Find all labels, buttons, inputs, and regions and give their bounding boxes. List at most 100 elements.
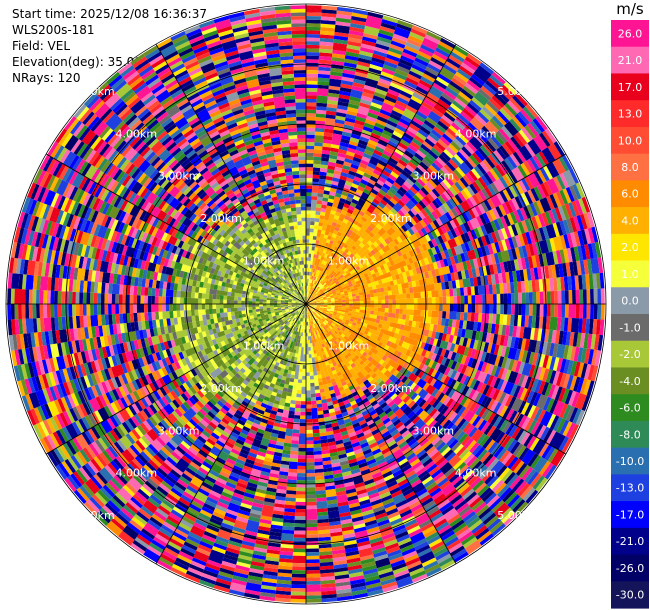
- ppi-ray-cells: [310, 321, 382, 541]
- ppi-ray-cells: [31, 370, 63, 392]
- azimuth-spoke: [305, 303, 567, 455]
- ppi-ray-cells: [66, 240, 265, 296]
- ppi-ray-cells: [498, 266, 546, 284]
- ring-label: 3.00km: [413, 424, 455, 437]
- ppi-ray-cells: [294, 523, 306, 528]
- ppi-ray-cells: [328, 386, 388, 558]
- ppi-ray-cells: [447, 368, 454, 378]
- ppi-ray-cells: [116, 379, 163, 411]
- ppi-ray-cells: [428, 51, 465, 99]
- ppi-ray-cells: [558, 330, 579, 347]
- ppi-ray-cells: [395, 100, 408, 109]
- ppi-ray-cells: [274, 5, 300, 176]
- ppi-ray-cells: [306, 26, 321, 197]
- ring-labels: 1.00km 2.00km 3.00km 4.00km 5.00km 1.00km 2.00…: [73, 85, 539, 522]
- ppi-ray-cells: [234, 568, 250, 576]
- ring-label: 2.00km: [370, 382, 412, 395]
- ppi-ray-cells: [208, 434, 238, 478]
- ppi-ray-cells: [466, 516, 481, 529]
- ppi-ray-cells: [137, 277, 143, 287]
- ppi-ray-cells: [510, 292, 530, 304]
- ppi-ray-cells: [561, 438, 573, 454]
- ppi-ray-cells: [309, 289, 591, 304]
- ppi-ray-cells: [153, 60, 168, 72]
- ppi-ray-cells: [399, 67, 456, 147]
- ppi-ray-cells: [63, 351, 84, 369]
- ppi-ray-cells: [153, 86, 240, 205]
- colorbar-tick-label: 26.0: [618, 27, 643, 40]
- ppi-ray-cells: [390, 95, 438, 163]
- ppi-ray-cells: [440, 89, 510, 162]
- ppi-ray-cells: [480, 322, 593, 350]
- ppi-ray-cells: [493, 445, 519, 470]
- ppi-ray-cells: [339, 55, 359, 97]
- ppi-ray-cells: [7, 272, 160, 297]
- ppi-ray-cells: [45, 220, 289, 300]
- ppi-ray-cells: [326, 265, 361, 291]
- ppi-ray-cells: [264, 230, 300, 292]
- ppi-ray-cells: [306, 566, 320, 571]
- ppi-ray-cells: [25, 244, 81, 268]
- ppi-ray-cells: [148, 423, 193, 470]
- azimuth-spoke: [305, 43, 457, 305]
- ppi-ray-cells: [315, 308, 474, 388]
- ppi-ray-cells: [189, 525, 205, 538]
- ppi-ray-cells: [251, 340, 279, 374]
- ppi-ray-cells: [461, 212, 470, 223]
- ppi-ray-cells: [210, 267, 216, 274]
- ppi-ray-cells: [451, 263, 564, 289]
- ppi-ray-cells: [183, 57, 198, 67]
- ppi-ray-cells: [67, 313, 292, 472]
- ppi-ray-cells: [572, 183, 582, 200]
- ppi-ray-cells: [308, 197, 398, 302]
- ppi-ray-cells: [453, 263, 499, 281]
- ppi-ray-cells: [556, 174, 566, 190]
- ppi-ray-cells: [348, 37, 439, 211]
- ppi-ray-cells: [37, 328, 72, 347]
- ppi-ray-cells: [458, 111, 530, 175]
- ppi-ray-cells: [320, 298, 335, 302]
- ppi-ray-cells: [467, 207, 528, 241]
- ppi-ray-cells: [426, 142, 494, 203]
- ppi-ray-cells: [329, 451, 343, 479]
- ppi-ray-cells: [307, 151, 355, 298]
- ppi-ray-cells: [438, 92, 508, 164]
- ppi-ray-cells: [312, 305, 331, 312]
- ppi-ray-cells: [482, 332, 523, 350]
- ppi-ray-cells: [364, 391, 455, 516]
- ppi-ray-cells: [197, 55, 305, 301]
- ppi-ray-cells: [204, 33, 274, 207]
- ppi-ray-cells: [466, 347, 480, 360]
- ppi-ray-cells: [496, 417, 547, 455]
- ppi-ray-cells: [372, 505, 392, 530]
- ppi-ray-cells: [73, 458, 102, 486]
- ppi-ray-cells: [171, 34, 304, 298]
- ppi-ray-cells: [81, 162, 146, 209]
- ring-label: 2.00km: [370, 212, 412, 225]
- ppi-ray-cells: [273, 467, 289, 512]
- ppi-ray-cells: [70, 201, 80, 215]
- ppi-ray-cells: [90, 374, 126, 398]
- ppi-ray-cells: [267, 483, 278, 489]
- ppi-ray-cells: [271, 304, 306, 374]
- ppi-ray-cells: [453, 45, 469, 57]
- ppi-ray-cells: [321, 402, 365, 582]
- ppi-ray-cells: [38, 374, 46, 390]
- ppi-ray-cells: [229, 129, 241, 137]
- ppi-ray-cells: [271, 517, 284, 523]
- ppi-ray-cells: [190, 98, 251, 198]
- ppi-ray-cells: [426, 54, 463, 102]
- ppi-ray-cells: [403, 222, 411, 230]
- ppi-ray-cells: [456, 253, 463, 263]
- ppi-ray-cells: [313, 255, 538, 303]
- ppi-ray-cells: [562, 169, 576, 187]
- ppi-ray-cells: [307, 279, 313, 298]
- ppi-ray-cells: [100, 354, 122, 370]
- ppi-ray-cells: [11, 319, 16, 335]
- ppi-ray-cells: [59, 211, 293, 300]
- ppi-ray-cells: [367, 194, 375, 202]
- ppi-ray-cells: [90, 313, 127, 327]
- ppi-ray-cells: [217, 574, 233, 583]
- ppi-ray-cells: [132, 423, 226, 552]
- ppi-ray-cells: [238, 149, 248, 157]
